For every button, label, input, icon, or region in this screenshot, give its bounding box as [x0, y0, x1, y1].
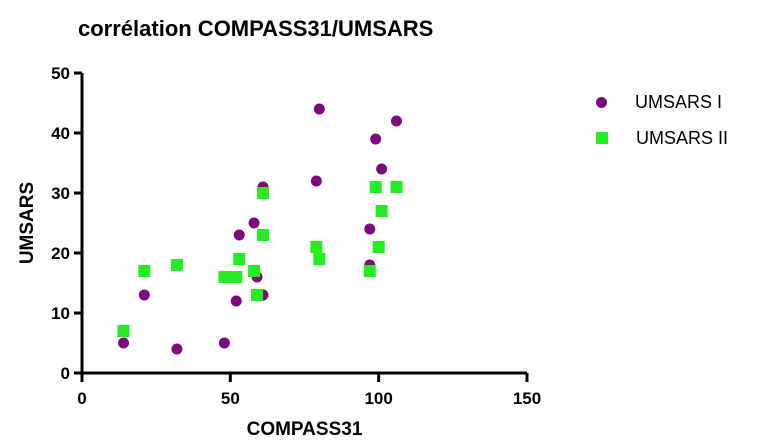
y-tick-label: 30 [51, 184, 70, 203]
data-point-umsars-ii [310, 241, 323, 253]
data-point-umsars-ii [251, 289, 264, 301]
data-point-umsars-ii [138, 265, 151, 277]
data-point-umsars-i [310, 175, 322, 187]
data-point-umsars-i [230, 295, 242, 307]
y-axis-label: UMSARS [17, 182, 38, 264]
legend-label: UMSARS I [635, 91, 723, 112]
chart-title: corrélation COMPASS31/UMSARS [78, 16, 434, 41]
x-tick-label: 100 [364, 389, 392, 408]
data-point-umsars-i [218, 337, 230, 349]
legend-marker-circle [596, 96, 607, 108]
data-point-umsars-ii [248, 265, 261, 277]
data-point-umsars-i [248, 217, 260, 229]
data-point-umsars-i [171, 343, 183, 355]
data-point-umsars-i [233, 229, 245, 241]
x-axis-label: COMPASS31 [247, 419, 363, 440]
data-point-umsars-ii [170, 259, 183, 271]
data-point-umsars-ii [369, 181, 382, 193]
x-tick-label: 50 [221, 389, 240, 408]
y-tick-label: 20 [51, 244, 70, 263]
data-point-umsars-i [138, 289, 150, 301]
data-point-umsars-ii [117, 325, 130, 337]
data-point-umsars-ii [256, 229, 269, 241]
data-point-umsars-i [364, 223, 376, 235]
legend-item-umsars-ii: UMSARS II [596, 120, 728, 156]
data-point-umsars-ii [363, 265, 376, 277]
y-tick-label: 40 [51, 124, 70, 143]
x-tick-label: 150 [513, 389, 541, 408]
data-point-umsars-i [118, 337, 130, 349]
data-point-umsars-i [376, 163, 388, 175]
data-point-umsars-ii [233, 253, 246, 265]
legend-item-umsars-i: UMSARS I [596, 84, 728, 120]
data-point-umsars-i [370, 133, 382, 145]
legend-marker-square [596, 132, 608, 144]
x-tick-label: 0 [77, 389, 86, 408]
data-point-umsars-ii [256, 187, 269, 199]
data-point-umsars-i [390, 115, 402, 127]
y-tick-label: 50 [51, 64, 70, 83]
legend: UMSARS I UMSARS II [596, 84, 728, 156]
y-tick-label: 10 [51, 304, 70, 323]
legend-label: UMSARS II [636, 127, 729, 148]
data-point-umsars-ii [313, 253, 326, 265]
data-point-umsars-ii [390, 181, 403, 193]
data-point-umsars-ii [230, 271, 243, 283]
y-tick-label: 0 [61, 364, 70, 383]
data-point-umsars-ii [372, 241, 385, 253]
data-point-umsars-i [313, 103, 325, 115]
data-point-umsars-ii [375, 205, 388, 217]
